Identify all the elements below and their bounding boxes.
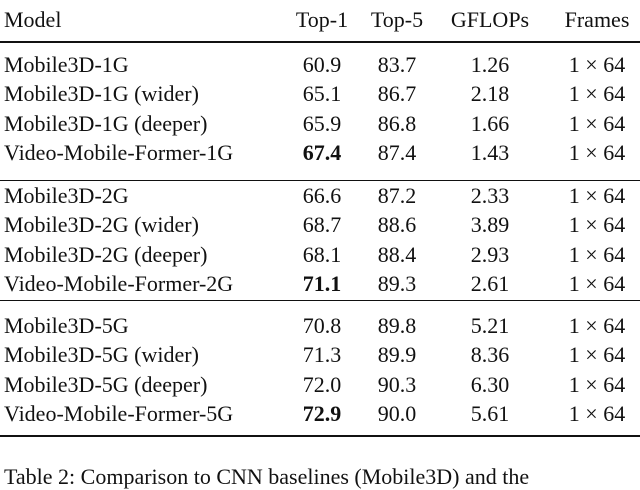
table-cell: 2.33 <box>470 183 510 208</box>
model-name: Mobile3D-5G (deeper) <box>4 371 208 397</box>
column-header: Top-5 <box>370 7 424 32</box>
table-cell: 90.3 <box>377 371 417 397</box>
caption: Table 2: Comparison to CNN baselines (Mo… <box>4 464 530 489</box>
table-cell: 1 × 64 <box>568 183 626 208</box>
table-cell: 1.43 <box>470 139 510 165</box>
table-cell: 86.8 <box>377 110 417 136</box>
page: Model Top-1 Top-5 GFLOPs Frames Mobile3D-1G 60… <box>0 7 640 489</box>
table-cell: 2.18 <box>470 81 510 107</box>
column-header: Top-1 <box>295 7 349 32</box>
table-cell: 2.61 <box>470 270 510 296</box>
table-cell: 65.1 <box>302 81 342 107</box>
table-cell: 3.89 <box>470 212 510 238</box>
model-name: Mobile3D-5G (wider) <box>4 342 199 368</box>
table-cell: 1 × 64 <box>568 342 626 368</box>
model-name: Mobile3D-2G (wider) <box>4 212 199 238</box>
table-cell: 90.0 <box>377 400 417 426</box>
group-rule <box>0 300 640 301</box>
column-header: Model <box>4 7 62 32</box>
model-name: Mobile3D-1G <box>4 52 129 77</box>
table-cell: 1 × 64 <box>568 270 626 296</box>
table-cell: 1 × 64 <box>568 313 626 338</box>
table-cell: 88.6 <box>377 212 417 238</box>
table-cell: 1 × 64 <box>568 212 626 238</box>
table-cell: 89.9 <box>377 342 417 368</box>
table-cell: 66.6 <box>302 183 342 208</box>
group-rule <box>0 180 640 181</box>
bottom-rule <box>0 435 640 437</box>
table-cell: 68.1 <box>302 241 342 267</box>
table-cell: 68.7 <box>302 212 342 238</box>
table-cell: 71.1 <box>302 270 342 296</box>
table-cell: 1 × 64 <box>568 52 626 77</box>
header-rule <box>0 41 640 43</box>
table-cell: 6.30 <box>470 371 510 397</box>
table-cell: 60.9 <box>302 52 342 77</box>
table-cell: 65.9 <box>302 110 342 136</box>
table-cell: 5.61 <box>470 400 510 426</box>
table-cell: 1 × 64 <box>568 371 626 397</box>
column-header: GFLOPs <box>450 7 530 32</box>
table-cell: 83.7 <box>377 52 417 77</box>
table-cell: 72.9 <box>302 400 342 426</box>
table-cell: 88.4 <box>377 241 417 267</box>
table-cell: 1 × 64 <box>568 81 626 107</box>
model-name: Mobile3D-2G (deeper) <box>4 241 208 267</box>
table-cell: 89.8 <box>377 313 417 338</box>
table-cell: 1.66 <box>470 110 510 136</box>
table-cell: 1 × 64 <box>568 400 626 426</box>
table-cell: 8.36 <box>470 342 510 368</box>
table-cell: 70.8 <box>302 313 342 338</box>
table-cell: 86.7 <box>377 81 417 107</box>
model-name: Mobile3D-1G (wider) <box>4 81 199 107</box>
model-name: Video-Mobile-Former-2G <box>4 270 234 296</box>
table-cell: 72.0 <box>302 371 342 397</box>
table-cell: 1 × 64 <box>568 139 626 165</box>
model-name: Mobile3D-2G <box>4 183 129 208</box>
table-cell: 71.3 <box>302 342 342 368</box>
model-name: Video-Mobile-Former-5G <box>4 400 234 426</box>
table-cell: 1 × 64 <box>568 110 626 136</box>
table-cell: 1.26 <box>470 52 510 77</box>
table-cell: 1 × 64 <box>568 241 626 267</box>
model-name: Video-Mobile-Former-1G <box>4 139 234 165</box>
table-cell: 87.4 <box>377 139 417 165</box>
model-name: Mobile3D-5G <box>4 313 129 338</box>
table-cell: 2.93 <box>470 241 510 267</box>
table-cell: 5.21 <box>470 313 510 338</box>
model-name: Mobile3D-1G (deeper) <box>4 110 208 136</box>
table-cell: 67.4 <box>302 139 342 165</box>
table-cell: 89.3 <box>377 270 417 296</box>
column-header: Frames <box>564 7 630 32</box>
table-cell: 87.2 <box>377 183 417 208</box>
